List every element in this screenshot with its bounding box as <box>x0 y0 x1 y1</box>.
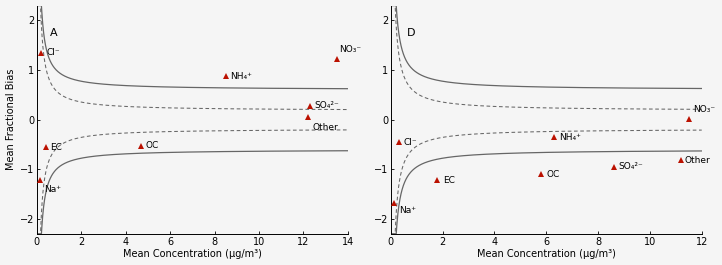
Text: Other: Other <box>685 156 710 165</box>
Text: EC: EC <box>51 143 62 152</box>
X-axis label: Mean Concentration (μg/m³): Mean Concentration (μg/m³) <box>123 249 262 259</box>
Text: NO₃⁻: NO₃⁻ <box>339 45 361 54</box>
Text: Cl⁻: Cl⁻ <box>46 48 60 57</box>
Text: Cl⁻: Cl⁻ <box>404 138 417 147</box>
Text: OC: OC <box>547 170 560 179</box>
Text: SO₄²⁻: SO₄²⁻ <box>315 101 339 110</box>
Y-axis label: Mean Fractional Bias: Mean Fractional Bias <box>6 69 16 170</box>
Text: EC: EC <box>443 176 455 185</box>
Text: NH₄⁺: NH₄⁺ <box>230 72 252 81</box>
Text: SO₄²⁻: SO₄²⁻ <box>619 162 643 171</box>
Text: Other: Other <box>312 123 338 132</box>
Text: OC: OC <box>146 141 159 150</box>
X-axis label: Mean Concentration (μg/m³): Mean Concentration (μg/m³) <box>477 249 616 259</box>
Text: NO₃⁻: NO₃⁻ <box>692 105 715 114</box>
Text: Na⁺: Na⁺ <box>399 206 416 215</box>
Text: A: A <box>51 28 58 38</box>
Text: D: D <box>406 28 415 38</box>
Text: NH₄⁺: NH₄⁺ <box>560 132 581 142</box>
Text: Na⁺: Na⁺ <box>44 185 61 194</box>
